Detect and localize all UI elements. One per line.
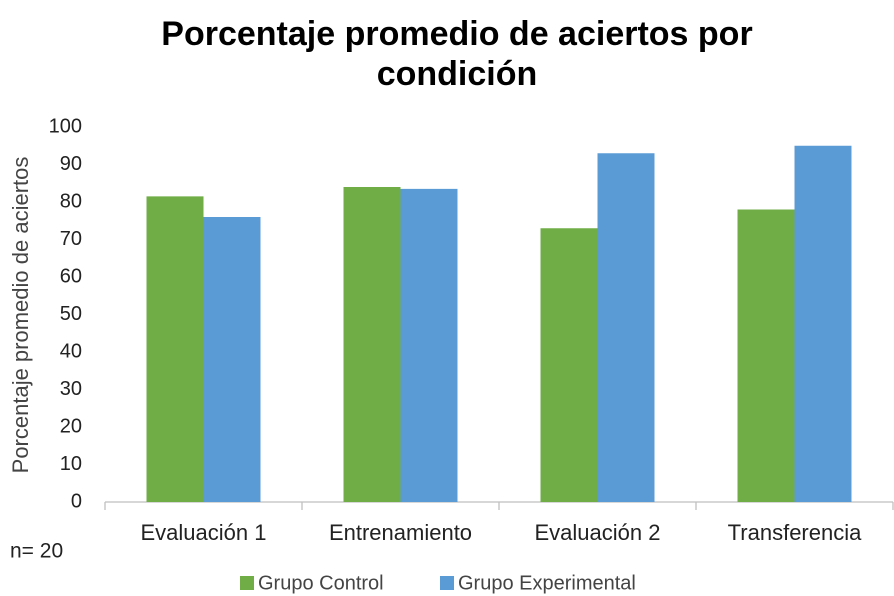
legend-swatch: [440, 576, 454, 590]
y-tick-label: 10: [60, 453, 82, 475]
bar: [737, 209, 795, 502]
y-tick-label: 90: [60, 153, 82, 175]
y-tick-label: 40: [60, 340, 82, 362]
y-tick-label: 100: [49, 115, 82, 137]
chart-title: Porcentaje promedio de aciertos por cond…: [161, 15, 753, 93]
bar: [203, 217, 261, 502]
legend-label: Grupo Experimental: [458, 572, 636, 594]
bar: [343, 187, 401, 502]
y-tick-label: 60: [60, 265, 82, 287]
y-tick-label: 50: [60, 303, 82, 325]
bar: [597, 153, 655, 502]
legend-swatch: [240, 576, 254, 590]
y-axis-title: Porcentaje promedio de aciertos: [8, 157, 33, 474]
y-tick-label: 0: [71, 490, 82, 512]
annotation: n= 20: [10, 540, 63, 563]
y-tick-label: 30: [60, 378, 82, 400]
y-tick-label: 70: [60, 228, 82, 250]
bar: [400, 188, 458, 502]
y-tick-label: 20: [60, 415, 82, 437]
legend-label: Grupo Control: [258, 572, 384, 594]
x-tick-label: Evaluación 2: [535, 520, 661, 545]
bar: [146, 196, 204, 502]
bar: [540, 228, 598, 502]
x-tick-label: Transferencia: [728, 520, 862, 545]
x-tick-label: Evaluación 1: [141, 520, 267, 545]
bar: [794, 145, 852, 502]
x-tick-label: Entrenamiento: [329, 520, 472, 545]
y-tick-label: 80: [60, 190, 82, 212]
